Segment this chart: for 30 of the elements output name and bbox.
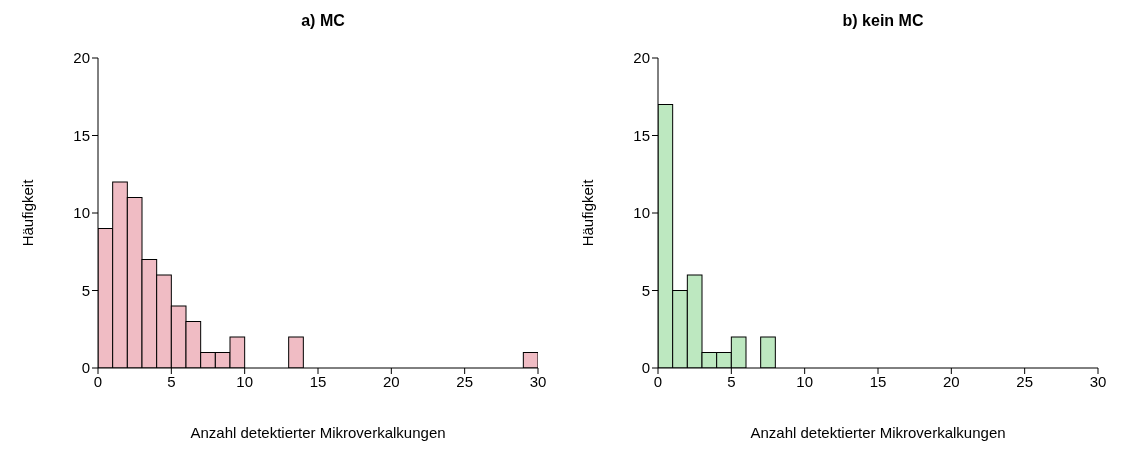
y-tick-label: 20 xyxy=(73,49,90,67)
y-tick-label: 10 xyxy=(633,204,650,222)
y-axis-title: Häufigkeit xyxy=(19,178,37,247)
chart-title: b) kein MC xyxy=(841,12,925,31)
x-tick-label: 20 xyxy=(382,372,400,390)
x-tick-label: 0 xyxy=(653,372,663,390)
x-tick-label: 25 xyxy=(1016,372,1034,390)
x-tick-label: 5 xyxy=(727,372,736,390)
x-tick-label: 0 xyxy=(93,372,103,390)
x-tick-label: 30 xyxy=(529,372,547,390)
x-tick-label: 10 xyxy=(236,372,254,390)
y-tick-label: 20 xyxy=(633,49,650,67)
y-tick-label: 10 xyxy=(73,204,90,222)
y-tick-label: 0 xyxy=(81,359,90,377)
x-tick-label: 20 xyxy=(942,372,960,390)
chart-title: a) MC xyxy=(300,12,346,31)
x-tick-label: 15 xyxy=(309,372,327,390)
y-tick-label: 5 xyxy=(641,281,650,299)
x-tick-label: 15 xyxy=(869,372,887,390)
x-tick-label: 10 xyxy=(796,372,814,390)
x-axis-title: Anzahl detektierter Mikroverkalkungen xyxy=(750,424,1006,441)
y-tick-label: 15 xyxy=(633,126,650,144)
y-tick-label: 5 xyxy=(81,281,90,299)
x-tick-label: 30 xyxy=(1089,372,1107,390)
x-tick-label: 5 xyxy=(167,372,176,390)
y-tick-label: 0 xyxy=(641,359,650,377)
x-axis-title: Anzahl detektierter Mikroverkalkungen xyxy=(190,424,446,441)
y-tick-label: 15 xyxy=(73,126,90,144)
x-tick-label: 25 xyxy=(456,372,474,390)
y-axis-title: Häufigkeit xyxy=(579,178,597,247)
